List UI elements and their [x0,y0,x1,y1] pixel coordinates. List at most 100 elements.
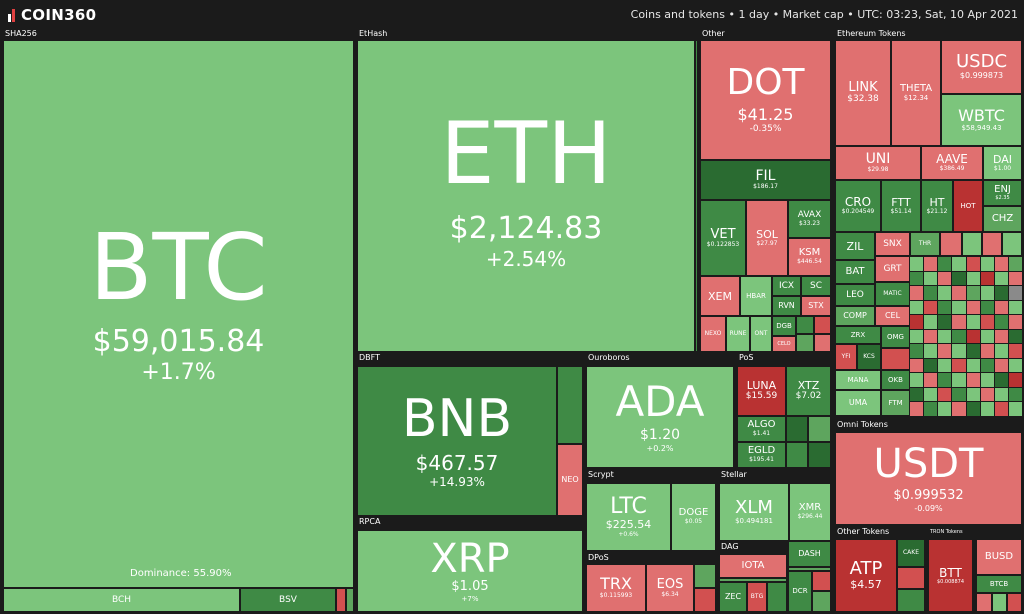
coin-tile-xem[interactable]: XEM [700,276,740,316]
coin-tile-thr[interactable]: THR [910,232,940,256]
coin-tile-sc[interactable]: SC [801,276,831,296]
coin-tile-xmr[interactable]: XMR $296.44 [789,483,831,541]
coin-tile-eos[interactable]: EOS $6.34 [646,564,694,612]
coin-tile-comp[interactable]: COMP [835,306,875,326]
coin-tile-small[interactable] [694,564,716,588]
coin-tile-dot[interactable]: DOT $41.25 -0.35% [700,40,831,160]
coin-tile-small[interactable] [814,316,831,334]
coin-tile-snx[interactable]: SNX [875,232,910,256]
coin-tile-okb[interactable]: OKB [881,370,910,390]
coin-tile-ltc[interactable]: LTC $225.54 +0.6% [586,483,671,551]
coin-tile-busd[interactable]: BUSD [976,539,1022,575]
coin-tile-kcs[interactable]: KCS [857,344,881,370]
coin-tile-ftm[interactable]: FTM [881,390,910,416]
coin-tile-uni[interactable]: UNI $29.98 [835,146,921,180]
coin-tile-small[interactable] [788,567,831,571]
coin-tile-small[interactable] [897,589,925,612]
coin-tile-grt[interactable]: GRT [875,256,910,282]
view-settings[interactable]: Coins and tokens • 1 day • Market cap • … [630,8,1018,21]
coin-tile-zec[interactable]: ZEC [719,582,747,612]
coin-tile-ont[interactable]: ONT [750,316,772,352]
coin-tile-small[interactable] [1002,232,1022,256]
coin-tile-doge[interactable]: DOGE $0.05 [671,483,716,551]
coin-tile-theta[interactable]: THETA $12.34 [891,40,941,146]
coin-tile-small[interactable] [767,582,787,612]
coin-tile-small[interactable] [786,416,808,442]
coin-tile-small[interactable] [796,316,814,334]
coin-tile-eth[interactable]: ETH $2,124.83 +2.54% [357,40,695,352]
coin-tile-bat[interactable]: BAT [835,260,875,284]
coin-tile-dcr[interactable]: DCR [788,571,812,612]
coin-tile-small[interactable] [812,571,831,591]
coin360-logo[interactable]: COIN360 [8,6,96,24]
coin-tile-usdc[interactable]: USDC $0.999873 [941,40,1022,94]
coin-tile-algo[interactable]: ALGO $1.41 [737,416,786,442]
coin-tile-celo[interactable]: CELO [772,336,796,352]
coin-tile-small[interactable] [992,593,1007,612]
coin-tile-small[interactable] [940,232,962,256]
coin-tile-cel[interactable]: CEL [875,306,910,326]
coin-tile-omg[interactable]: OMG [881,326,910,348]
coin-tile-chz[interactable]: CHZ [983,206,1022,232]
small-tokens-mosaic[interactable] [910,257,1022,416]
coin-tile-aave[interactable]: AAVE $386.49 [921,146,983,180]
coin-tile-link[interactable]: LINK $32.38 [835,40,891,146]
coin-tile-ftt[interactable]: FTT $51.14 [881,180,921,232]
coin-tile-usdt[interactable]: USDT $0.999532 -0.09% [835,432,1022,525]
coin-tile-btc[interactable]: BTC $59,015.84 +1.7% [3,40,354,588]
coin-tile-small[interactable] [719,578,787,582]
coin-tile-trx[interactable]: TRX $0.115993 [586,564,646,612]
coin-tile-leo[interactable]: LEO [835,284,875,306]
coin-tile-enj[interactable]: ENJ $2.35 [983,180,1022,206]
coin-tile-rvn[interactable]: RVN [772,296,801,316]
coin-tile-atp[interactable]: ATP $4.57 [835,539,897,612]
coin-tile-dash[interactable]: DASH [788,541,831,567]
coin-tile-icx[interactable]: ICX [772,276,801,296]
coin-tile-xrp[interactable]: XRP $1.05 +7% [357,530,583,612]
coin-tile-dai[interactable]: DAI $1.00 [983,146,1022,180]
coin-tile-ksm[interactable]: KSM $446.54 [788,238,831,276]
coin-tile-ada[interactable]: ADA $1.20 +0.2% [586,366,734,468]
coin-tile-neo[interactable]: NEO [557,444,583,516]
coin-tile-small[interactable] [962,232,982,256]
coin-tile-bsv[interactable]: BSV [240,588,336,612]
coin-tile-wbtc[interactable]: WBTC $58,949.43 [941,94,1022,146]
coin-tile-btcb[interactable]: BTCB [976,575,1022,593]
coin-tile-yfi[interactable]: YFI [835,344,857,370]
coin-tile-small[interactable] [812,591,831,612]
coin-tile-small[interactable] [982,232,1002,256]
coin-tile-small[interactable] [1007,593,1022,612]
coin-tile-small[interactable] [796,334,814,352]
coin-tile-bch[interactable]: BCH [3,588,240,612]
coin-tile-xlm[interactable]: XLM $0.494181 [719,483,789,541]
coin-tile-small[interactable] [695,40,698,352]
coin-tile-hot[interactable]: HOT [953,180,983,232]
coin-tile-sol[interactable]: SOL $27.97 [746,200,788,276]
coin-tile-btt[interactable]: BTT $0.008874 [928,539,973,612]
coin-tile-small[interactable] [897,567,925,589]
coin-tile-rune[interactable]: RUNE [726,316,750,352]
coin-tile-small[interactable] [881,348,910,370]
coin-tile-ht[interactable]: HT $21.12 [921,180,953,232]
coin-tile-small[interactable] [808,442,831,468]
coin-tile-ont-small[interactable] [557,366,583,444]
coin-tile-hbar[interactable]: HBAR [740,276,772,316]
coin-tile-dgb[interactable]: DGB [772,316,796,336]
coin-tile-small[interactable] [336,588,346,612]
coin-tile-mana[interactable]: MANA [835,370,881,390]
coin-tile-stx[interactable]: STX [801,296,831,316]
coin-tile-small[interactable] [694,588,716,612]
coin-tile-nexo[interactable]: NEXO [700,316,726,352]
coin-tile-uma[interactable]: UMA [835,390,881,416]
coin-tile-avax[interactable]: AVAX $33.23 [788,200,831,238]
coin-tile-iota[interactable]: IOTA [719,554,787,578]
coin-tile-fil[interactable]: FIL $186.17 [700,160,831,200]
coin-tile-matic[interactable]: MATIC [875,282,910,306]
coin-tile-cro[interactable]: CRO $0.204549 [835,180,881,232]
coin-tile-zrx[interactable]: ZRX [835,326,881,344]
coin-tile-small[interactable] [786,442,808,468]
coin-tile-vet[interactable]: VET $0.122853 [700,200,746,276]
coin-tile-small[interactable] [808,416,831,442]
coin-tile-luna[interactable]: LUNA $15.59 [737,366,786,416]
coin-tile-cake[interactable]: CAKE [897,539,925,567]
